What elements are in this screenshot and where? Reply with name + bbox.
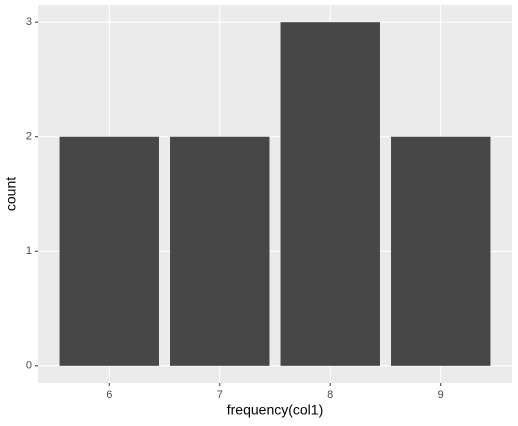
y-tick-label: 0	[26, 360, 32, 372]
x-tick-label: 9	[438, 389, 444, 401]
y-axis-title: count	[3, 177, 19, 211]
y-tick-label: 1	[26, 245, 32, 257]
x-tick-label: 7	[217, 389, 223, 401]
bar	[170, 136, 270, 366]
x-tick-label: 8	[327, 389, 333, 401]
bar	[280, 22, 380, 366]
x-axis-title: frequency(col1)	[227, 402, 324, 418]
bar	[59, 136, 159, 366]
x-tick-label: 6	[106, 389, 112, 401]
y-tick-label: 3	[26, 16, 32, 28]
bar	[391, 136, 491, 366]
y-tick-label: 2	[26, 131, 32, 143]
